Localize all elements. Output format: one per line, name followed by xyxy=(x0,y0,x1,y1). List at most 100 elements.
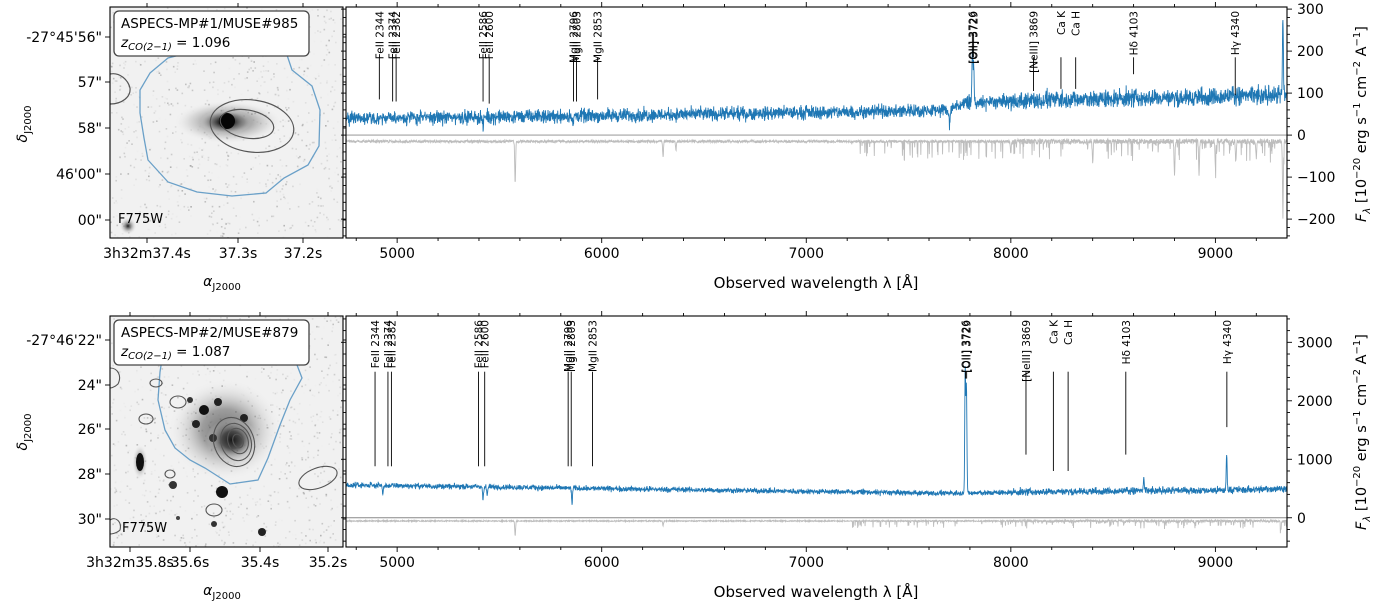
ra-tick-label: 37.2s xyxy=(284,246,322,262)
x-axis-label-2: Observed wavelength λ [Å] xyxy=(714,582,919,601)
line-marker: Hγ 4340 xyxy=(1230,11,1242,96)
line-marker: FeII 2344 xyxy=(370,320,382,467)
line-marker-label: Hγ 4340 xyxy=(1230,11,1242,55)
ra-axis-label-1: αJ2000 xyxy=(203,274,241,293)
line-marker: Hδ 4103 xyxy=(1129,11,1141,75)
line-marker-label: FeII 2600 xyxy=(484,11,496,59)
y-tick-label: 2000 xyxy=(1297,394,1333,410)
dec-tick-label: -27°45'56" xyxy=(26,30,102,46)
line-marker-label: Hδ 4103 xyxy=(1129,11,1141,55)
line-marker: MgII 2803 xyxy=(572,11,584,102)
object-name-1: ASPECS-MP#1/MUSE#985 xyxy=(121,16,298,32)
filter-label-2: F775W xyxy=(122,521,167,536)
sky-spectrum-1 xyxy=(346,137,1287,219)
panel-2: ASPECS-MP#2/MUSE#879 zCO(2−1) = 1.087 F7… xyxy=(26,311,1333,571)
line-marker-label: FeII 2586 xyxy=(474,320,486,368)
dec-tick-label: 58" xyxy=(78,121,102,137)
line-marker-label: FeII 2586 xyxy=(478,11,490,59)
object-label-box-1: ASPECS-MP#1/MUSE#985 zCO(2−1) = 1.096 xyxy=(113,10,310,57)
image-axes-1: 3h32m37.4s 37.3s 37.2s -27°45'56" 57" 58" 46'0… xyxy=(26,3,346,262)
dec-tick-label: 30" xyxy=(78,512,102,528)
ra-axis-label-2: αJ2000 xyxy=(203,583,241,602)
y-axis-label-1: Fλ [10−20 erg s−1 cm−2 A−1] xyxy=(1352,26,1373,222)
line-marker: [OII] 3726 xyxy=(960,320,972,379)
line-marker: FeII 2344 xyxy=(374,11,386,100)
line-marker-label: MgII 2796 xyxy=(563,320,575,372)
line-marker: Ca H xyxy=(1071,11,1083,89)
dec-tick-label: 26" xyxy=(78,422,102,438)
line-marker: [NeIII] 3869 xyxy=(1029,11,1041,91)
line-marker-label: Ca K xyxy=(1048,319,1060,344)
x-tick-label: 9000 xyxy=(1198,555,1234,571)
line-marker: FeII 2374 xyxy=(383,320,395,467)
co-contour-inner-1 xyxy=(219,108,275,140)
line-marker-label: [NeIII] 3869 xyxy=(1029,11,1041,73)
object-name-2: ASPECS-MP#2/MUSE#879 xyxy=(121,325,298,341)
ra-tick-label: 37.3s xyxy=(219,246,257,262)
x-tick-label: 9000 xyxy=(1198,246,1234,262)
line-marker-label: Ca H xyxy=(1063,320,1075,345)
spectrum-axes-1: 5000 6000 7000 8000 9000 300 200 100 0 −100 −200 xyxy=(341,2,1335,262)
y-tick-label: 0 xyxy=(1297,128,1306,144)
y-tick-label: 100 xyxy=(1297,86,1324,102)
line-marker: MgII 2853 xyxy=(593,11,605,100)
object-spectrum-2 xyxy=(346,366,1287,505)
dec-tick-label: 24" xyxy=(78,378,102,394)
line-marker-label: FeII 2600 xyxy=(480,320,492,368)
line-marker: FeII 2600 xyxy=(480,320,492,467)
line-marker-label: Hδ 4103 xyxy=(1121,320,1133,364)
x-tick-label: 8000 xyxy=(993,555,1029,571)
y-tick-label: −200 xyxy=(1297,212,1335,228)
line-marker-label: MgII 2803 xyxy=(566,320,578,372)
line-marker: FeII 2374 xyxy=(388,11,400,102)
panel-1: ASPECS-MP#1/MUSE#985 zCO(2−1) = 1.096 F7… xyxy=(26,2,1335,262)
line-marker: MgII 2803 xyxy=(566,320,578,467)
spectrum-axes-2: 5000 6000 7000 8000 9000 3000 2000 1000 0 xyxy=(341,311,1333,571)
y-tick-label: 3000 xyxy=(1297,335,1333,351)
x-tick-label: 6000 xyxy=(584,555,620,571)
co-contours-2 xyxy=(110,367,338,535)
object-label-box-2: ASPECS-MP#2/MUSE#879 zCO(2−1) = 1.087 xyxy=(113,319,310,366)
line-marker-label: MgII 2853 xyxy=(593,11,605,63)
line-marker: MgII 2796 xyxy=(568,11,580,102)
y-tick-label: 200 xyxy=(1297,44,1324,60)
line-marker-label: [OII] 3729 xyxy=(962,320,974,373)
line-marker: FeII 2600 xyxy=(484,11,496,104)
dec-tick-label: 00" xyxy=(78,213,102,229)
y-axis-label-2: Fλ [10−20 erg s−1 cm−2 A−1] xyxy=(1352,334,1373,530)
line-marker: MgII 2853 xyxy=(588,320,600,467)
line-marker: [OII] 3729 xyxy=(969,11,981,64)
x-tick-label: 6000 xyxy=(584,246,620,262)
dec-tick-label: -27°46'22" xyxy=(26,333,102,349)
line-marker: FeII 2382 xyxy=(386,320,398,467)
line-marker: Ca K xyxy=(1048,319,1060,471)
ra-tick-label: 3h32m37.4s xyxy=(103,246,191,262)
line-marker-label: FeII 2374 xyxy=(383,320,395,368)
line-marker: FeII 2586 xyxy=(474,320,486,467)
line-marker-label: FeII 2344 xyxy=(370,320,382,368)
line-marker: Ca H xyxy=(1063,320,1075,471)
dec-axis-label-2: δJ2000 xyxy=(15,414,34,451)
ra-tick-label: 3h32m35.8s xyxy=(86,555,174,571)
co-contour-edge-1 xyxy=(110,73,131,105)
line-marker-label: FeII 2382 xyxy=(386,320,398,368)
line-marker-label: Ca H xyxy=(1071,11,1083,36)
x-tick-label: 8000 xyxy=(993,246,1029,262)
line-marker: FeII 2586 xyxy=(478,11,490,102)
sky-spectrum-2 xyxy=(346,518,1287,536)
x-tick-label: 5000 xyxy=(379,246,415,262)
filter-label-1: F775W xyxy=(118,212,163,227)
line-marker: Hγ 4340 xyxy=(1222,320,1234,428)
object-spectrum-1 xyxy=(346,19,1287,132)
dec-axis-label-1: δJ2000 xyxy=(15,106,34,143)
x-tick-label: 5000 xyxy=(379,555,415,571)
line-marker-label: MgII 2796 xyxy=(568,11,580,63)
line-marker-label: FeII 2382 xyxy=(391,11,403,59)
dec-tick-label: 28" xyxy=(78,467,102,483)
co-contour-outer-1 xyxy=(209,98,295,154)
line-marker-label: MgII 2853 xyxy=(588,320,600,372)
